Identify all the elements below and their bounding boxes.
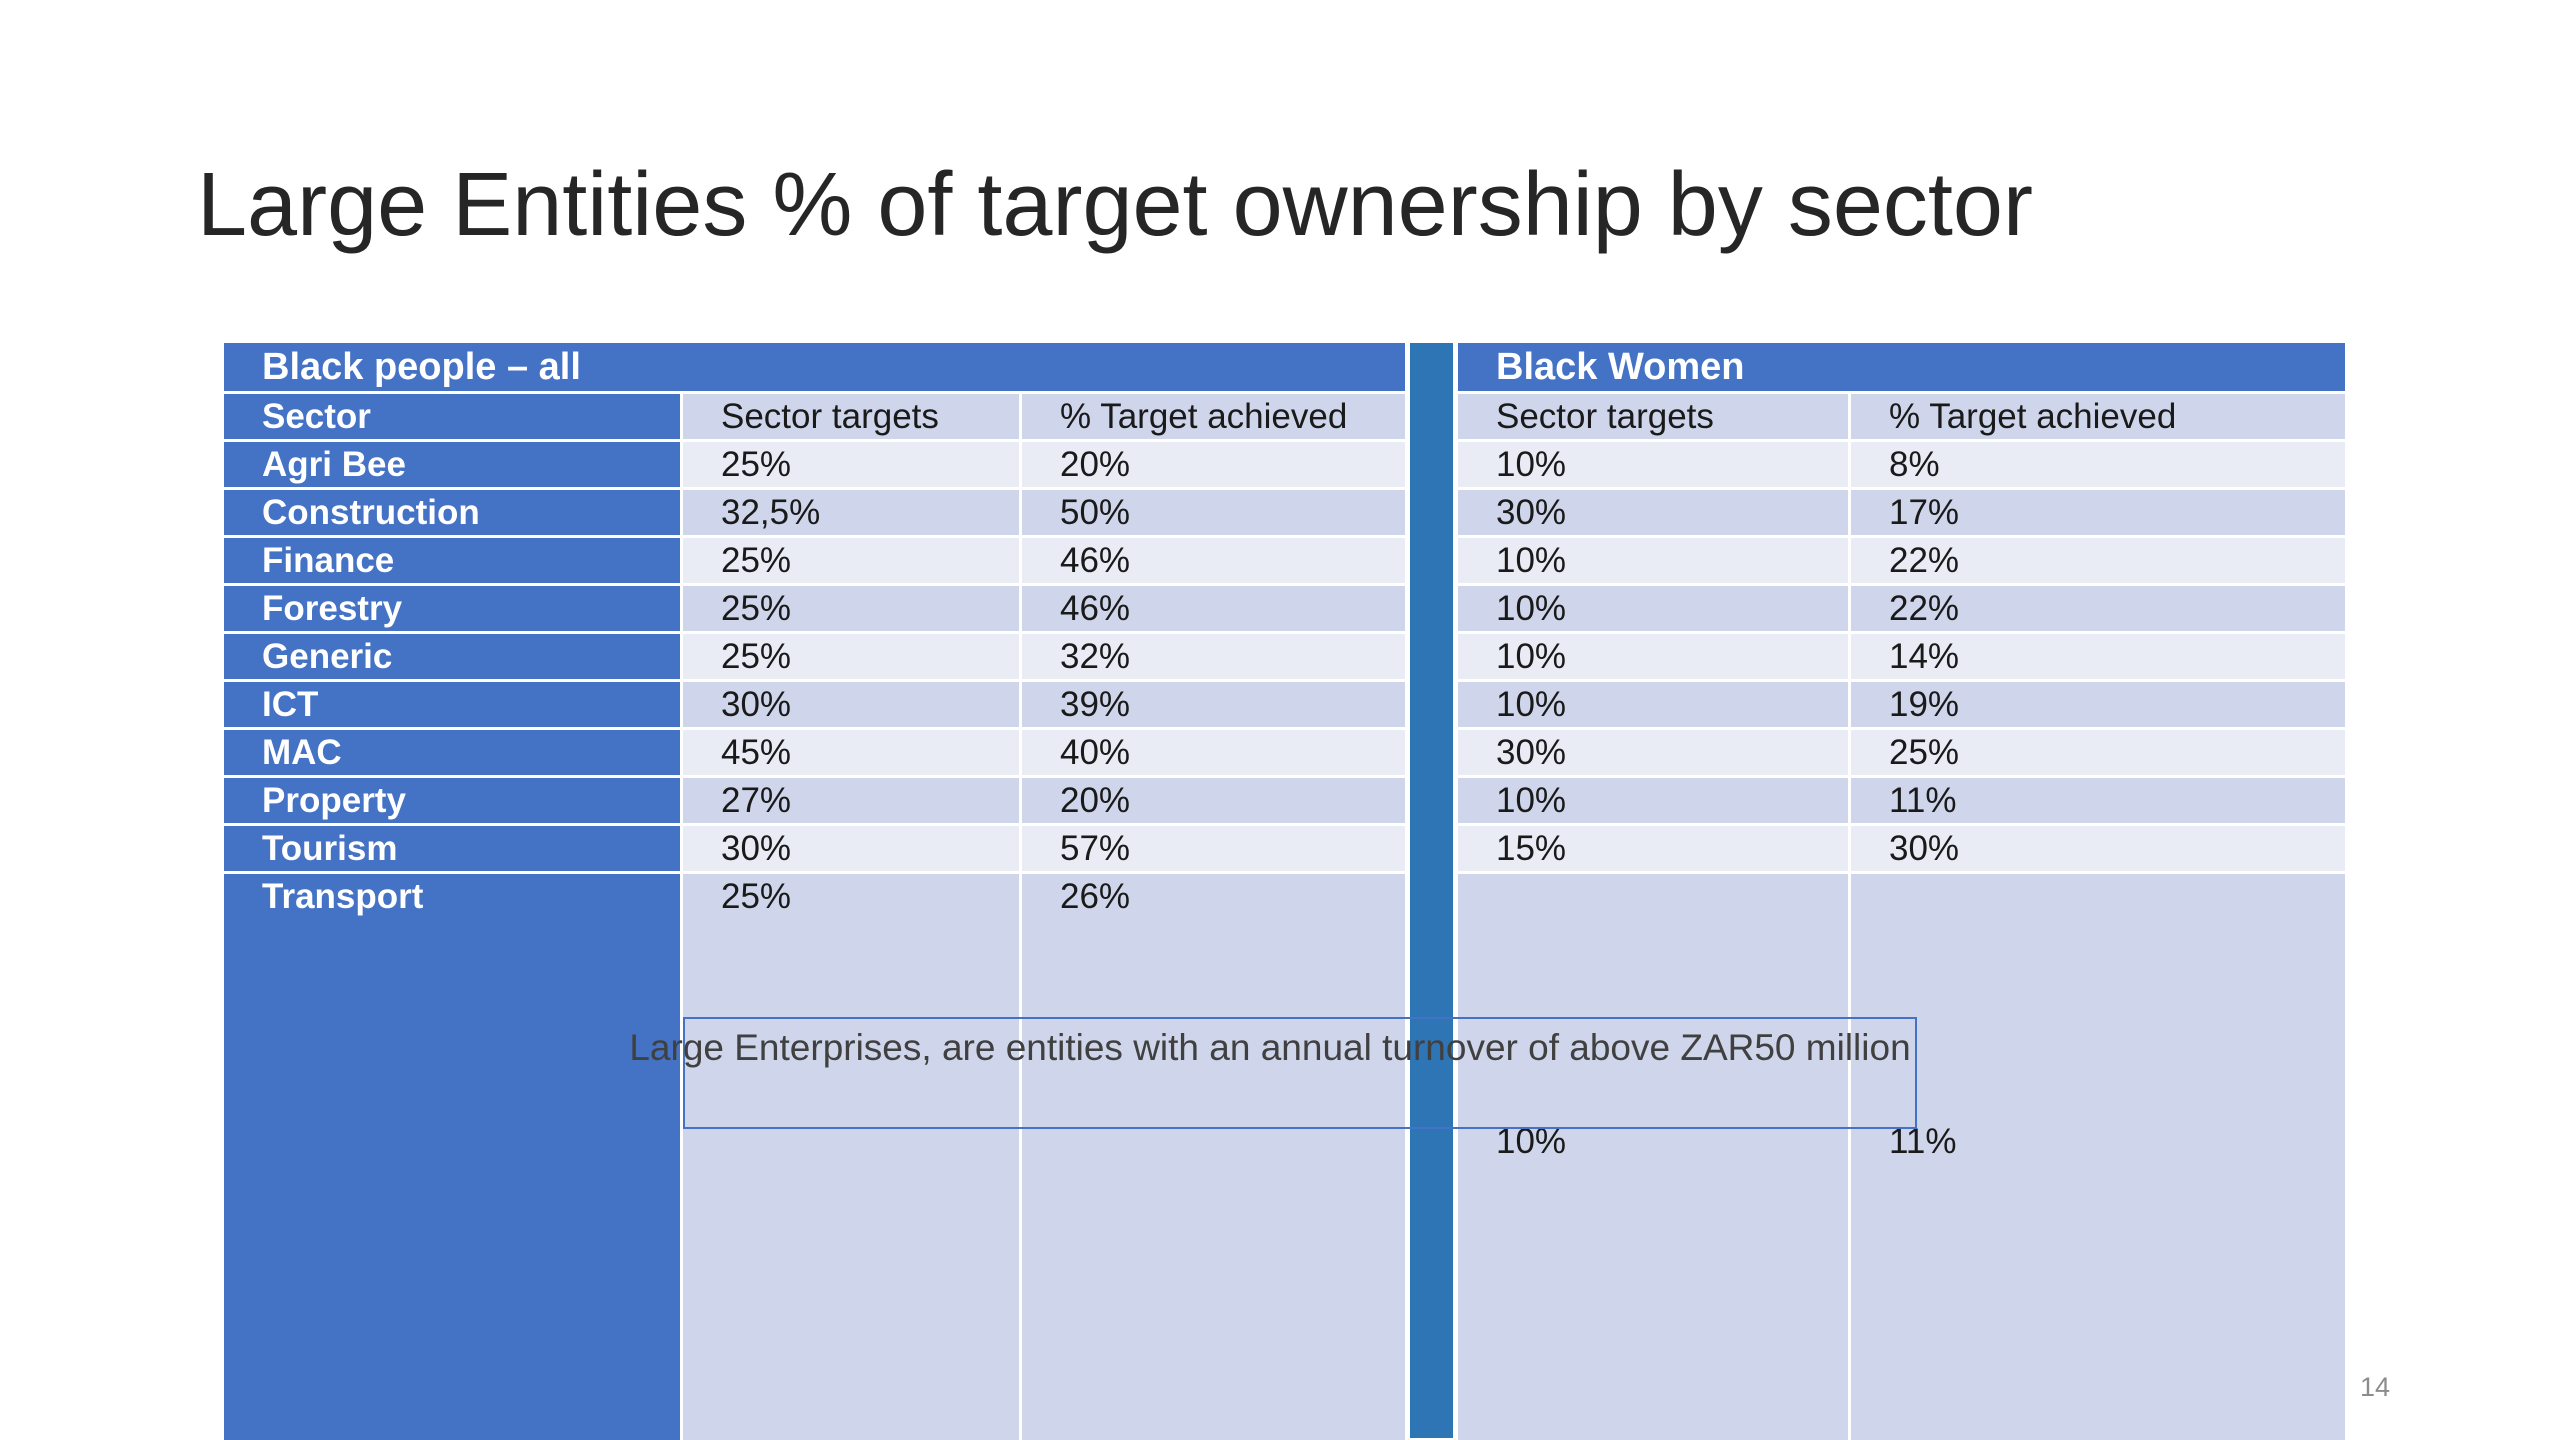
sector-label: Generic bbox=[224, 634, 683, 682]
sector-target-cell: 32,5% bbox=[683, 490, 1022, 538]
sector-target-cell: 45% bbox=[683, 730, 1022, 778]
sector-target-cell: 10% bbox=[1458, 538, 1851, 586]
black-people-group-title: Black people – all bbox=[224, 343, 1406, 394]
sector-label: Finance bbox=[224, 538, 683, 586]
divider-edge bbox=[1453, 343, 1456, 1438]
sector-target-cell: 10% bbox=[1458, 634, 1851, 682]
table-row: Agri Bee 25% 20% bbox=[224, 442, 1406, 490]
empty-cell bbox=[1458, 874, 1851, 1440]
target-achieved-cell: 32% bbox=[1022, 634, 1406, 682]
column-header-target-achieved: % Target achieved bbox=[1022, 394, 1406, 442]
sector-label: Agri Bee bbox=[224, 442, 683, 490]
table-row: Construction 32,5% 50% bbox=[224, 490, 1406, 538]
divider-edge bbox=[1407, 343, 1410, 1438]
sector-target-cell: 25% bbox=[683, 442, 1022, 490]
black-women-group-title: Black Women bbox=[1458, 343, 2346, 394]
sector-target-cell: 25% bbox=[683, 874, 1022, 1440]
target-achieved-cell: 25% bbox=[1851, 730, 2346, 778]
table-row: 10% 14% bbox=[1458, 634, 2346, 682]
table-row: 10% 11% bbox=[1458, 778, 2346, 826]
sector-target-cell: 10% bbox=[1458, 682, 1851, 730]
table-row: Generic 25% 32% bbox=[224, 634, 1406, 682]
sector-label: Construction bbox=[224, 490, 683, 538]
table-filler-row bbox=[1458, 874, 2346, 1440]
black-women-table: Black Women Sector targets % Target achi… bbox=[1458, 343, 2346, 1440]
target-achieved-cell: 17% bbox=[1851, 490, 2346, 538]
page-number: 14 bbox=[2359, 1372, 2390, 1402]
table-divider-bar bbox=[1407, 343, 1456, 1438]
sector-target-cell: 27% bbox=[683, 778, 1022, 826]
target-achieved-cell: 22% bbox=[1851, 538, 2346, 586]
column-header-sector: Sector bbox=[224, 394, 683, 442]
table-row: Forestry 25% 46% bbox=[224, 586, 1406, 634]
sector-label: ICT bbox=[224, 682, 683, 730]
sector-label: MAC bbox=[224, 730, 683, 778]
target-achieved-cell: 46% bbox=[1022, 586, 1406, 634]
sector-target-cell: 10% bbox=[1458, 778, 1851, 826]
target-achieved-cell: 50% bbox=[1022, 490, 1406, 538]
table-row: 10% 8% bbox=[1458, 442, 2346, 490]
table-row: 30% 25% bbox=[1458, 730, 2346, 778]
sector-target-cell: 30% bbox=[1458, 730, 1851, 778]
target-achieved-cell: 57% bbox=[1022, 826, 1406, 874]
table-row: Tourism 30% 57% bbox=[224, 826, 1406, 874]
table-row: 15% 30% bbox=[1458, 826, 2346, 874]
sector-target-cell: 30% bbox=[683, 826, 1022, 874]
table-row: 10% 22% bbox=[1458, 586, 2346, 634]
sector-target-cell: 10% bbox=[1458, 442, 1851, 490]
table-row: Finance 25% 46% bbox=[224, 538, 1406, 586]
sector-target-cell: 25% bbox=[683, 634, 1022, 682]
target-achieved-cell: 20% bbox=[1022, 442, 1406, 490]
target-achieved-cell: 11% bbox=[1851, 778, 2346, 826]
table-row: MAC 45% 40% bbox=[224, 730, 1406, 778]
sector-target-cell: 30% bbox=[683, 682, 1022, 730]
note-textbox: Large Enterprises, are entities with an … bbox=[629, 1027, 1911, 1068]
sector-target-cell: 25% bbox=[683, 538, 1022, 586]
table-row: 30% 17% bbox=[1458, 490, 2346, 538]
table-row: 10% 22% bbox=[1458, 538, 2346, 586]
sector-target-cell: 30% bbox=[1458, 490, 1851, 538]
target-achieved-cell: 46% bbox=[1022, 538, 1406, 586]
slide-title: Large Entities % of target ownership by … bbox=[197, 155, 2033, 255]
sector-label: Tourism bbox=[224, 826, 683, 874]
target-achieved-cell: 14% bbox=[1851, 634, 2346, 682]
table-row: Transport 25% 26% bbox=[224, 874, 1406, 1440]
black-people-table: Black people – all Sector Sector targets… bbox=[224, 343, 1406, 1440]
target-achieved-cell: 39% bbox=[1022, 682, 1406, 730]
sector-target-cell: 10% bbox=[1458, 586, 1851, 634]
column-header-sector-targets: Sector targets bbox=[1458, 394, 1851, 442]
column-header-target-achieved: % Target achieved bbox=[1851, 394, 2346, 442]
sector-label: Forestry bbox=[224, 586, 683, 634]
column-header-sector-targets: Sector targets bbox=[683, 394, 1022, 442]
table-header-row: Sector targets % Target achieved bbox=[1458, 394, 2346, 442]
target-achieved-cell: 8% bbox=[1851, 442, 2346, 490]
table-row: 10% 19% bbox=[1458, 682, 2346, 730]
target-achieved-cell: 19% bbox=[1851, 682, 2346, 730]
table-row: ICT 30% 39% bbox=[224, 682, 1406, 730]
target-achieved-cell: 40% bbox=[1022, 730, 1406, 778]
target-achieved-cell: 20% bbox=[1022, 778, 1406, 826]
sector-target-cell: 15% bbox=[1458, 826, 1851, 874]
table-header-row: Sector Sector targets % Target achieved bbox=[224, 394, 1406, 442]
table-row: Property 27% 20% bbox=[224, 778, 1406, 826]
target-achieved-cell: 30% bbox=[1851, 826, 2346, 874]
sector-target-cell: 25% bbox=[683, 586, 1022, 634]
sector-label: Property bbox=[224, 778, 683, 826]
note-textbox-frame bbox=[683, 1017, 1917, 1129]
sector-label: Transport bbox=[224, 874, 683, 1440]
target-achieved-cell: 26% bbox=[1022, 874, 1406, 1440]
target-achieved-cell: 22% bbox=[1851, 586, 2346, 634]
empty-cell bbox=[1851, 874, 2346, 1440]
